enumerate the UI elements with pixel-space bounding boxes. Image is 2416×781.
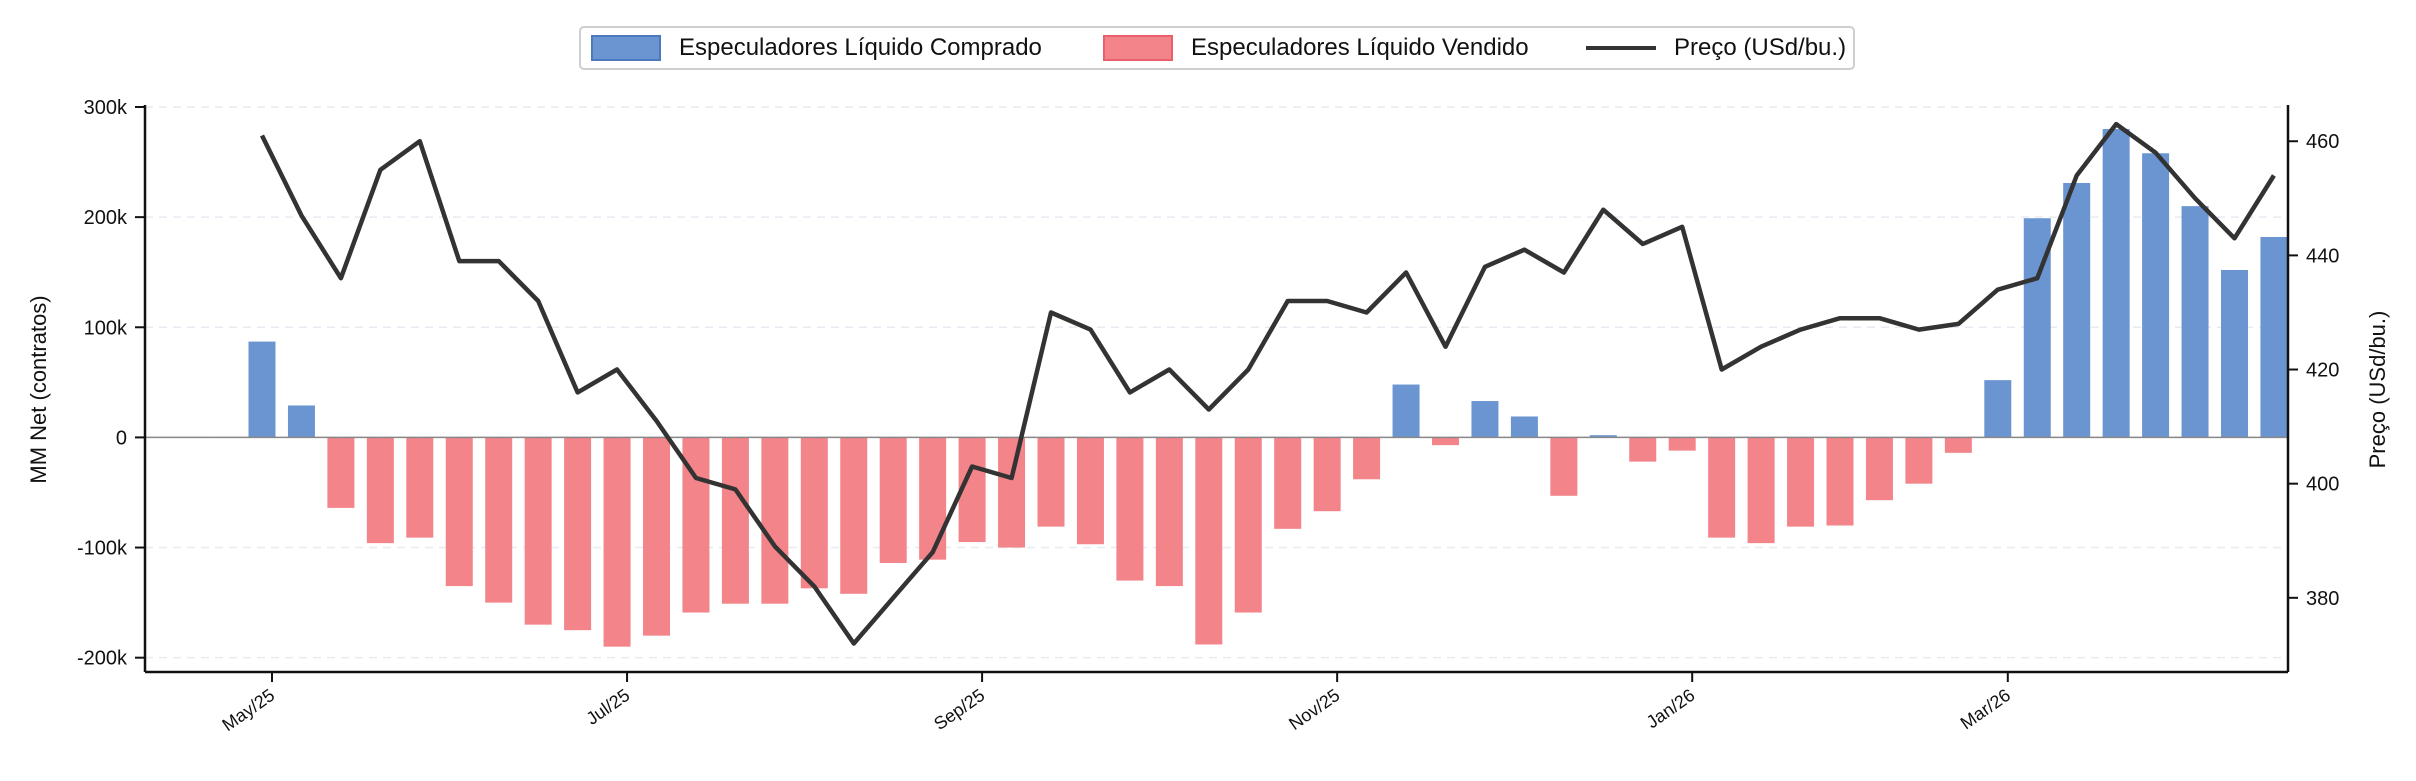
bar-short bbox=[800, 437, 828, 589]
bar-short bbox=[1629, 437, 1657, 462]
bar-long bbox=[287, 405, 315, 438]
bar-short bbox=[919, 437, 947, 560]
y-axis-label: MM Net (contratos) bbox=[26, 295, 51, 483]
y2-tick-label: 440 bbox=[2306, 245, 2339, 267]
bar-short bbox=[1905, 437, 1933, 484]
bar-short bbox=[406, 437, 434, 538]
bar-short bbox=[1274, 437, 1302, 529]
bar-short bbox=[445, 437, 473, 587]
bar-short bbox=[1708, 437, 1736, 538]
y-tick-label: -100k bbox=[77, 538, 128, 560]
bar-short bbox=[1313, 437, 1341, 512]
bar-short bbox=[998, 437, 1026, 548]
bar-long bbox=[2260, 236, 2288, 438]
x-tick-label: Sep/25 bbox=[930, 685, 988, 734]
bar-short bbox=[1155, 437, 1183, 587]
bar-long bbox=[1471, 401, 1499, 438]
bar-long bbox=[2063, 182, 2091, 438]
bar-short bbox=[721, 437, 749, 604]
x-tick-label: Mar/26 bbox=[1957, 685, 2014, 734]
legend-item-short: Especuladores Líquido Vendido bbox=[1103, 28, 1529, 68]
bar-long bbox=[2221, 270, 2248, 438]
bar-short bbox=[1865, 437, 1893, 501]
axes bbox=[143, 105, 2290, 674]
bar-short bbox=[643, 437, 670, 636]
y-tick-label: 200k bbox=[84, 207, 128, 229]
bar-short bbox=[1037, 437, 1065, 527]
chart-legend: Especuladores Líquido Comprado Especulad… bbox=[579, 26, 1855, 70]
y2-tick-label: 380 bbox=[2306, 588, 2339, 610]
bar-short bbox=[1747, 437, 1775, 544]
bar-short bbox=[1550, 437, 1578, 496]
legend-swatch-price bbox=[1586, 46, 1656, 50]
bar-short bbox=[1195, 437, 1223, 645]
bar-long bbox=[1589, 435, 1617, 438]
bar-short bbox=[1668, 437, 1696, 451]
bar-short bbox=[485, 437, 513, 603]
x-axis-ticks: May/25 Jul/25 Sep/25 Nov/25 Jan/26 Mar/26 bbox=[218, 672, 2014, 735]
x-tick-label: May/25 bbox=[218, 685, 278, 735]
bar-short bbox=[1944, 437, 1972, 453]
legend-item-price: Preço (USd/bu.) bbox=[1586, 28, 1846, 68]
bar-short bbox=[879, 437, 907, 563]
x-tick-label: Jan/26 bbox=[1643, 685, 1699, 732]
bar-long bbox=[2142, 153, 2170, 438]
y-tick-label: 0 bbox=[116, 427, 127, 449]
bar-short bbox=[564, 437, 592, 631]
legend-label-short: Especuladores Líquido Vendido bbox=[1191, 34, 1529, 61]
legend-label-price: Preço (USd/bu.) bbox=[1674, 34, 1847, 61]
legend-swatch-long bbox=[591, 35, 661, 61]
bar-short bbox=[1432, 437, 1459, 446]
y2-axis-ticks: 460 440 420 400 380 bbox=[2288, 131, 2339, 610]
bar-short bbox=[524, 437, 552, 625]
bar-short bbox=[1353, 437, 1381, 480]
bar-long bbox=[2102, 129, 2130, 438]
y2-tick-label: 420 bbox=[2306, 360, 2339, 382]
bar-short bbox=[1076, 437, 1104, 545]
bar-short bbox=[366, 437, 394, 544]
bars bbox=[248, 129, 2288, 647]
bar-short bbox=[1787, 437, 1815, 527]
x-tick-label: Jul/25 bbox=[583, 685, 634, 729]
y2-tick-label: 460 bbox=[2306, 131, 2339, 153]
y2-tick-label: 400 bbox=[2306, 474, 2339, 496]
bar-short bbox=[327, 437, 355, 508]
bar-long bbox=[2181, 206, 2209, 438]
legend-swatch-short bbox=[1103, 35, 1173, 61]
legend-label-long: Especuladores Líquido Comprado bbox=[679, 34, 1042, 61]
x-tick-label: Nov/25 bbox=[1285, 685, 1343, 734]
bar-long bbox=[1510, 416, 1538, 438]
bar-short bbox=[1826, 437, 1854, 526]
y-tick-label: 300k bbox=[84, 97, 128, 119]
y-axis-ticks: 300k 200k 100k 0 -100k -200k bbox=[77, 97, 145, 670]
bar-short bbox=[1234, 437, 1262, 613]
price-line bbox=[259, 121, 2276, 646]
y-tick-label: 100k bbox=[84, 317, 128, 339]
bar-long bbox=[1392, 384, 1420, 438]
bar-short bbox=[603, 437, 631, 647]
y2-axis-label: Preço (USd/bu.) bbox=[2365, 311, 2390, 469]
bar-short bbox=[761, 437, 789, 604]
y-tick-label: -200k bbox=[77, 648, 128, 670]
bar-long bbox=[1984, 380, 2012, 438]
bar-short bbox=[840, 437, 868, 594]
bar-short bbox=[1116, 437, 1144, 581]
bar-long bbox=[248, 341, 276, 438]
legend-item-long: Especuladores Líquido Comprado bbox=[591, 28, 1042, 68]
